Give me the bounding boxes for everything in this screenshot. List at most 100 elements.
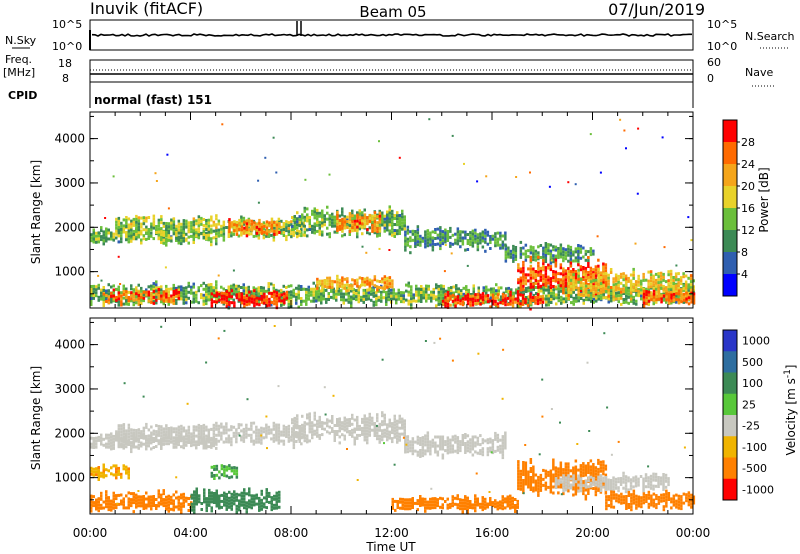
echo-cell-0 xyxy=(175,445,178,449)
echo-cell-7 xyxy=(270,303,273,307)
echo-cell-1 xyxy=(205,437,208,441)
echo-cell-3 xyxy=(383,229,386,233)
echo-cell-5 xyxy=(441,230,445,234)
echo-cell-1 xyxy=(127,426,131,430)
echo-cell-2 xyxy=(306,416,309,420)
echo-cell-12 xyxy=(562,273,565,277)
echo-cell-0 xyxy=(135,237,138,241)
echo-cell-6 xyxy=(507,249,510,253)
echo-cell-10 xyxy=(331,279,334,283)
echo-cell-7 xyxy=(372,294,375,298)
echo-cell-2 xyxy=(396,431,399,435)
echo-cell-0 xyxy=(162,235,165,239)
echo-cell-2 xyxy=(401,420,404,424)
echo-cell-4 xyxy=(105,468,108,472)
echo-cell-3 xyxy=(373,231,376,235)
echo-cell-7 xyxy=(440,299,443,303)
echo-cell-8 xyxy=(177,293,181,297)
echo-cell-1 xyxy=(185,429,188,433)
echo-cell-1 xyxy=(272,439,276,443)
echo-cell-2 xyxy=(243,229,246,233)
echo-cell-3 xyxy=(396,223,399,227)
echo-cell-1 xyxy=(180,231,183,235)
echo-cell-5 xyxy=(157,504,160,508)
echo-cell-1 xyxy=(137,428,141,432)
echo-cell-3 xyxy=(451,450,455,454)
echo-cell-2 xyxy=(371,422,374,426)
echo-cell-0 xyxy=(205,231,208,235)
echo-cell-3 xyxy=(346,221,349,225)
echo-cell-4 xyxy=(336,229,339,232)
echo-cell-2 xyxy=(296,426,299,430)
echo-cell-1 xyxy=(180,427,183,431)
echo-cell-1 xyxy=(215,223,218,227)
echo-cell-7 xyxy=(425,284,428,288)
freq-label: Freq. xyxy=(5,53,32,66)
echo-cell-3 xyxy=(501,441,505,445)
echo-cell-7 xyxy=(530,303,533,307)
echo-cell-3 xyxy=(471,435,475,439)
echo-cell-11 xyxy=(484,294,487,298)
echo-cell-7 xyxy=(560,286,563,290)
echo-cell-7 xyxy=(192,285,195,289)
echo-cell-3 xyxy=(298,221,301,225)
echo-cell-7 xyxy=(527,301,530,305)
echo-cell-3 xyxy=(446,451,450,455)
echo-cell-14 xyxy=(652,298,656,302)
echo-cell-7 xyxy=(602,292,605,296)
echo-cell-5 xyxy=(474,237,477,241)
echo-cell-1 xyxy=(242,222,246,226)
echo-cell-0 xyxy=(150,231,153,235)
echo-cell-7 xyxy=(397,291,400,295)
echo-cell-3 xyxy=(404,444,407,448)
echo-cell-2 xyxy=(351,431,354,435)
echo-cell-5 xyxy=(446,233,450,236)
echo-cell-1 xyxy=(295,440,298,443)
echo-cell-7 xyxy=(612,283,615,287)
echo-cell-7 xyxy=(455,287,458,291)
echo-cell-12 xyxy=(529,276,533,280)
echo-cell-3 xyxy=(393,229,396,232)
echo-cell-7 xyxy=(270,282,273,286)
echo-cell-2 xyxy=(378,428,381,432)
echo-cell-2 xyxy=(338,417,341,421)
echo-cell-5 xyxy=(501,243,505,247)
echo-cell-5 xyxy=(162,492,165,496)
echo-cell-14 xyxy=(680,294,683,298)
echo-cell-3 xyxy=(396,232,399,236)
echo-cell-3 xyxy=(436,450,440,454)
echo-cell-7 xyxy=(552,291,555,295)
echo-cell-2 xyxy=(363,438,366,442)
echo-cell-5 xyxy=(414,236,417,239)
echo-cell-2 xyxy=(275,232,279,236)
echo-cell-2 xyxy=(328,425,331,429)
echo-cell-3 xyxy=(388,214,391,218)
echo-cell-5 xyxy=(451,233,455,237)
echo-cell-5 xyxy=(137,498,140,502)
echo-cell-7 xyxy=(210,286,213,289)
echo-cell-3 xyxy=(381,217,384,221)
echo-cell-13 xyxy=(684,274,688,278)
echo-cell-3 xyxy=(331,212,334,216)
echo-cell-13 xyxy=(669,269,673,273)
echo-cell-12 xyxy=(529,264,533,268)
echo-cell-5 xyxy=(484,249,487,253)
echo-cell-5 xyxy=(167,503,170,507)
echo-cell-7 xyxy=(427,284,430,288)
echo-cell-1 xyxy=(125,429,128,433)
echo-cell-13 xyxy=(689,277,693,281)
echo-cell-7 xyxy=(192,297,195,301)
echo-cell-7 xyxy=(345,292,348,296)
echo-cell-1 xyxy=(220,437,223,441)
echo-cell-2 xyxy=(338,429,341,433)
echo-cell-5 xyxy=(162,489,165,493)
echo-cell-1 xyxy=(262,236,266,240)
echo-cell-1 xyxy=(292,428,296,432)
echo-cell-5 xyxy=(150,495,153,499)
echo-cell-2 xyxy=(258,218,261,222)
echo-cell-7 xyxy=(147,297,150,301)
scatter-point xyxy=(257,179,260,182)
echo-cell-2 xyxy=(311,424,314,428)
echo-cell-3 xyxy=(403,221,406,225)
echo-cell-7 xyxy=(172,286,175,290)
